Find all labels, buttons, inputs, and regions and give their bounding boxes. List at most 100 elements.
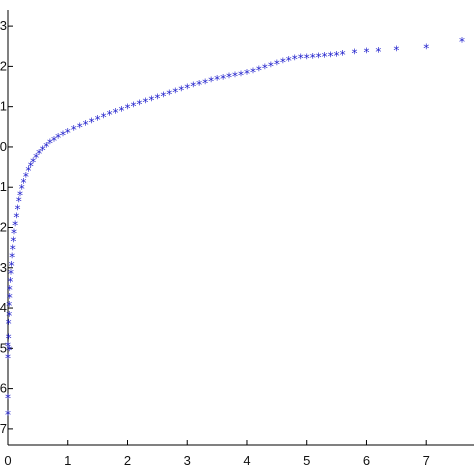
data-point: *	[244, 67, 250, 81]
data-point: *	[298, 52, 304, 66]
data-point: *	[16, 194, 22, 208]
data-point: *	[25, 164, 31, 178]
data-point: *	[6, 331, 12, 345]
data-point: *	[316, 51, 322, 65]
data-point: *	[322, 50, 328, 64]
data-point: *	[7, 283, 13, 297]
x-tick-label: 4	[243, 453, 250, 468]
tick-labels: 0 1 2 3 4 5 6 7 -7 -6 -5 -4 -3 -2 -1 0 1 2 3	[0, 18, 430, 468]
y-tick-label: -4	[0, 300, 7, 315]
data-point: *	[12, 218, 18, 232]
data-point: *	[113, 106, 119, 120]
data-point: *	[208, 75, 214, 89]
data-point: *	[15, 202, 21, 216]
data-point: *	[7, 291, 13, 305]
x-tick-label: 1	[64, 453, 71, 468]
data-point: *	[334, 49, 340, 63]
data-point: *	[65, 126, 71, 140]
data-point: *	[190, 80, 196, 94]
data-point: *	[77, 121, 83, 135]
data-point: *	[423, 41, 429, 55]
y-tick-label: 3	[0, 18, 7, 33]
data-point: *	[393, 43, 399, 57]
data-point: *	[7, 275, 13, 289]
data-point: *	[47, 137, 53, 151]
data-point: *	[11, 227, 17, 241]
data-point: *	[19, 182, 25, 196]
data-point: *	[9, 259, 15, 273]
data-point: *	[40, 144, 46, 158]
data-point: *	[95, 113, 101, 127]
data-point: *	[274, 57, 280, 71]
data-point: *	[28, 159, 34, 173]
data-point: *	[43, 140, 49, 154]
data-point: *	[172, 86, 178, 100]
data-point: *	[178, 84, 184, 98]
data-point: *	[238, 68, 244, 82]
data-point: *	[328, 50, 334, 64]
data-point: *	[268, 59, 274, 73]
y-tick-label: 0	[0, 139, 7, 154]
data-point: *	[119, 104, 125, 118]
data-point: *	[196, 78, 202, 92]
data-point: *	[214, 73, 220, 87]
data-point: *	[363, 45, 369, 59]
data-point: *	[107, 108, 113, 122]
data-point: *	[6, 299, 12, 313]
data-point: *	[5, 339, 11, 353]
data-point: *	[375, 45, 381, 59]
data-point: *	[340, 48, 346, 62]
data-point: *	[55, 131, 61, 145]
data-point: *	[17, 188, 23, 202]
data-point: *	[154, 92, 160, 106]
data-point: *	[184, 82, 190, 96]
data-point: *	[148, 94, 154, 108]
data-point: *	[459, 35, 465, 49]
data-point: *	[8, 267, 14, 281]
tick-marks	[7, 25, 427, 445]
y-tick-label: -2	[0, 220, 7, 235]
data-point: *	[5, 351, 11, 365]
data-point: *	[220, 72, 226, 86]
data-point: *	[21, 176, 27, 190]
data-point: *	[30, 155, 36, 169]
data-point: *	[310, 51, 316, 65]
data-point: *	[6, 343, 12, 357]
data-point: *	[142, 96, 148, 110]
data-point: *	[352, 47, 358, 61]
data-point: *	[36, 147, 42, 161]
data-point: *	[256, 63, 262, 77]
data-point: *	[23, 170, 29, 184]
x-tick-label: 7	[423, 453, 430, 468]
data-point: *	[83, 118, 89, 132]
data-point: *	[10, 235, 16, 249]
data-point: *	[89, 115, 95, 129]
data-point: *	[9, 251, 15, 265]
data-point: *	[226, 71, 232, 85]
x-tick-label: 2	[124, 453, 131, 468]
y-tick-label: 2	[0, 58, 7, 73]
data-point: *	[262, 61, 268, 75]
y-tick-label: -1	[0, 179, 7, 194]
data-point: *	[10, 243, 16, 257]
data-point: *	[5, 392, 11, 406]
data-point: *	[6, 317, 12, 331]
data-point: *	[250, 65, 256, 79]
y-tick-label: -3	[0, 260, 7, 275]
data-point: *	[292, 53, 298, 67]
data-point: *	[13, 210, 19, 224]
data-point: *	[160, 90, 166, 104]
x-tick-label: 6	[363, 453, 370, 468]
data-point: *	[202, 76, 208, 90]
data-point: *	[33, 151, 39, 165]
data-point: *	[71, 123, 77, 137]
data-point: *	[51, 134, 57, 148]
y-tick-label: -5	[0, 340, 7, 355]
y-tick-label: -6	[0, 381, 7, 396]
data-point: *	[124, 102, 130, 116]
data-point: *	[304, 51, 310, 65]
data-point: *	[6, 309, 12, 323]
x-tick-label: 3	[184, 453, 191, 468]
data-point: *	[166, 88, 172, 102]
